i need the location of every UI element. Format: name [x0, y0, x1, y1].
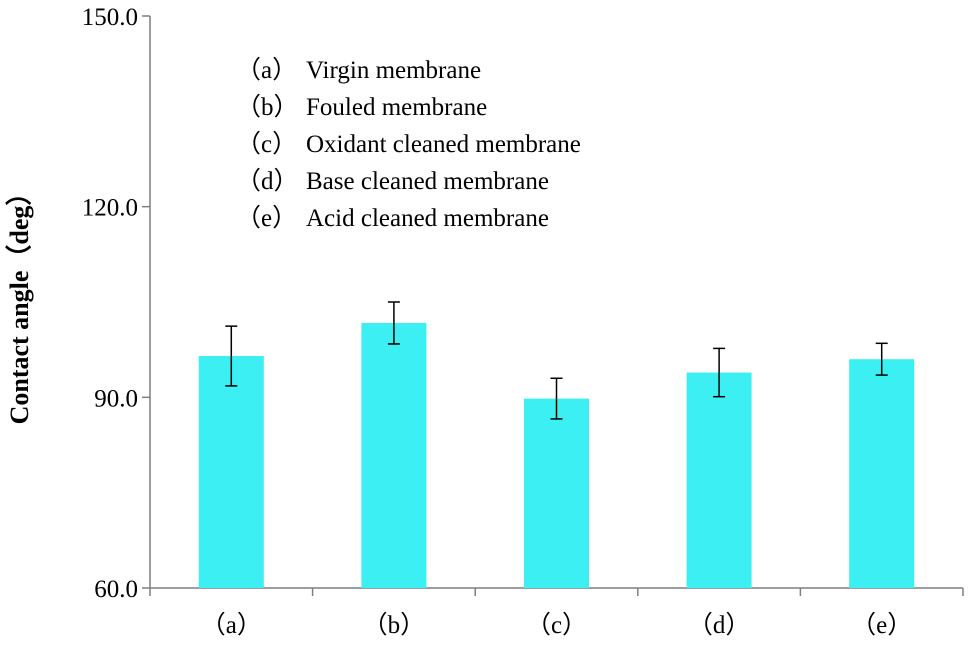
x-category-label: （a）: [201, 611, 262, 639]
legend-key: （a）: [236, 56, 297, 84]
legend-label: Acid cleaned membrane: [306, 205, 549, 232]
legend-key: （e）: [236, 204, 297, 232]
y-tick-label: 120.0: [82, 195, 138, 222]
bar: [361, 322, 427, 588]
bar: [686, 372, 752, 588]
legend: （a） Virgin membrane （b） Fouled membrane （c） O…: [236, 56, 581, 232]
bar: [524, 398, 589, 588]
y-tick-labels: 60.0 90.0 120.0 150.0: [82, 4, 138, 603]
bars: [198, 322, 915, 588]
legend-key: （c）: [236, 130, 297, 158]
error-bars: [225, 301, 888, 420]
y-tick-label: 90.0: [94, 385, 138, 412]
legend-label: Fouled membrane: [306, 94, 487, 121]
y-axis-label: Contact angle（deg）: [5, 180, 34, 425]
legend-label: Virgin membrane: [306, 57, 481, 84]
bar: [198, 356, 264, 588]
bar: [849, 359, 915, 588]
x-category-label: （b）: [363, 611, 426, 639]
x-tick-labels: （a） （b） （c） （d） （e）: [201, 611, 913, 639]
x-category-label: （c）: [526, 611, 587, 639]
legend-label: Oxidant cleaned membrane: [306, 131, 581, 158]
x-category-label: （d）: [688, 611, 751, 639]
y-tick-label: 150.0: [82, 4, 138, 31]
x-category-label: （e）: [851, 611, 912, 639]
legend-key: （d）: [236, 167, 299, 195]
legend-key: （b）: [236, 93, 299, 121]
legend-label: Base cleaned membrane: [306, 168, 549, 195]
y-tick-label: 60.0: [94, 576, 138, 603]
